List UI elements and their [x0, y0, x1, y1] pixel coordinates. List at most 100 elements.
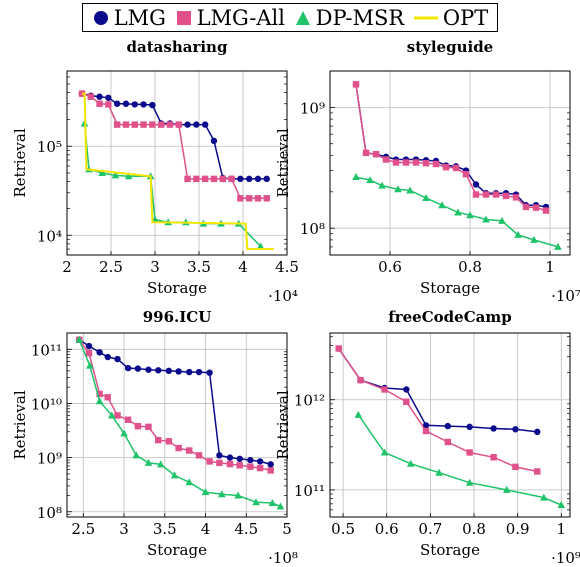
series-line-lmg-all: [338, 348, 538, 473]
data-point: [472, 181, 480, 188]
data-point: [185, 478, 194, 486]
tick-label-x: 5: [282, 520, 292, 538]
series-dp-msr: [352, 173, 562, 250]
data-point: [96, 93, 103, 100]
tick-label-x: 4: [238, 258, 248, 276]
series-line-lmg: [338, 348, 538, 433]
data-point: [380, 448, 389, 456]
chart-title: datasharing: [127, 38, 228, 56]
data-point: [554, 242, 562, 250]
data-point: [352, 173, 360, 181]
legend-label: DP-MSR: [315, 5, 405, 30]
data-point: [132, 451, 141, 459]
series-line-dp-msr: [357, 414, 562, 506]
data-point: [210, 175, 218, 183]
data-point: [175, 444, 182, 452]
tick-label-x: 4.5: [234, 520, 258, 538]
data-point: [490, 425, 497, 432]
data-point: [465, 478, 474, 486]
x-axis-label: Storage: [147, 279, 207, 297]
data-point: [252, 498, 260, 506]
legend-item-lmg-all: LMG-All: [175, 6, 285, 30]
data-point: [210, 137, 218, 145]
data-point: [462, 170, 470, 178]
data-point: [195, 368, 203, 376]
data-point: [145, 423, 152, 431]
data-point: [186, 368, 193, 376]
data-point: [104, 394, 111, 401]
series-line-opt: [82, 92, 274, 250]
legend-item-opt: OPT: [413, 6, 488, 30]
data-point: [406, 459, 415, 467]
data-point: [402, 159, 410, 166]
data-point: [502, 485, 511, 493]
data-point: [108, 411, 116, 419]
data-point: [165, 438, 173, 445]
plot-frame: [66, 332, 288, 518]
y-axis-label: Retrieval: [11, 128, 29, 197]
tick-label-x: 1: [556, 520, 566, 538]
plot-frame: [329, 332, 571, 518]
data-point: [114, 355, 121, 363]
data-point: [155, 436, 162, 444]
data-point: [532, 204, 540, 211]
data-point: [216, 452, 223, 459]
x-axis-multiplier: ·10⁸: [268, 549, 298, 567]
data-point: [263, 175, 270, 183]
data-point: [96, 390, 103, 398]
data-point: [114, 412, 121, 419]
tick-label-x: 0.8: [458, 258, 482, 276]
data-point: [362, 149, 370, 157]
data-point: [201, 121, 209, 128]
data-point: [335, 345, 342, 352]
data-point: [193, 175, 200, 183]
data-point: [534, 428, 541, 436]
data-point: [432, 160, 440, 168]
data-point: [193, 121, 200, 128]
data-point: [78, 90, 86, 97]
series-lmg-all: [335, 345, 541, 475]
data-point: [170, 471, 179, 479]
tick-label-x: 0.8: [462, 520, 486, 538]
series-lmg: [335, 345, 541, 436]
y-axis-label: Retrieval: [274, 390, 292, 459]
series-dp-msr: [80, 119, 265, 250]
data-point: [105, 94, 112, 101]
data-point: [254, 195, 262, 202]
series-lmg-all: [78, 90, 270, 202]
tick-label-x: 2.5: [71, 520, 95, 538]
data-point: [354, 410, 363, 418]
data-point: [466, 423, 473, 431]
data-point: [201, 488, 210, 496]
tick-label-x: 0.6: [375, 520, 399, 538]
data-point: [357, 376, 364, 384]
data-point: [206, 458, 213, 465]
legend-marker-dp-msr: [295, 10, 310, 25]
series-lmg-all: [352, 81, 550, 214]
data-point: [236, 455, 243, 463]
data-point: [247, 463, 254, 470]
data-point: [165, 367, 173, 375]
data-point: [120, 429, 128, 437]
tick-label-x: 4.5: [275, 258, 299, 276]
y-axis-label: Retrieval: [11, 390, 29, 459]
data-point: [226, 460, 234, 468]
data-point: [157, 121, 165, 128]
data-point: [490, 454, 497, 461]
x-axis-label: Storage: [147, 541, 207, 559]
x-axis-label: Storage: [420, 541, 480, 559]
data-point: [228, 175, 235, 183]
tick-label-y: 10¹⁰: [31, 395, 62, 413]
data-point: [392, 159, 400, 166]
data-point: [372, 150, 380, 158]
data-point: [195, 452, 203, 459]
data-point: [557, 500, 566, 508]
series-line-lmg-all: [81, 92, 267, 200]
data-point: [442, 163, 450, 171]
tick-label-x: 0.7: [418, 520, 442, 538]
legend-marker-lmg: [93, 10, 108, 25]
chart-title: styleguide: [407, 38, 493, 56]
data-point: [236, 462, 243, 469]
data-point: [514, 230, 522, 238]
